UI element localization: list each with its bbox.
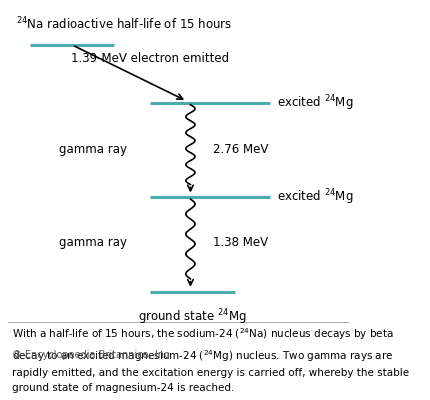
Text: © Encyclopaedia Britannica, Inc.: © Encyclopaedia Britannica, Inc.	[12, 350, 172, 360]
Text: gamma ray: gamma ray	[59, 143, 127, 156]
Text: excited $^{24}$Mg: excited $^{24}$Mg	[277, 188, 353, 207]
Text: With a half-life of 15 hours, the sodium-24 ($^{24}$Na) nucleus decays by beta
d: With a half-life of 15 hours, the sodium…	[12, 326, 409, 393]
Text: excited $^{24}$Mg: excited $^{24}$Mg	[277, 93, 353, 113]
Text: 1.38 MeV: 1.38 MeV	[213, 236, 268, 249]
Text: 1.39-MeV electron emitted: 1.39-MeV electron emitted	[71, 52, 229, 65]
Text: $^{24}$Na radioactive half-life of 15 hours: $^{24}$Na radioactive half-life of 15 ho…	[15, 16, 232, 32]
Text: 2.76 MeV: 2.76 MeV	[213, 143, 269, 156]
Text: ground state $^{24}$Mg: ground state $^{24}$Mg	[138, 308, 246, 328]
Text: gamma ray: gamma ray	[59, 236, 127, 249]
